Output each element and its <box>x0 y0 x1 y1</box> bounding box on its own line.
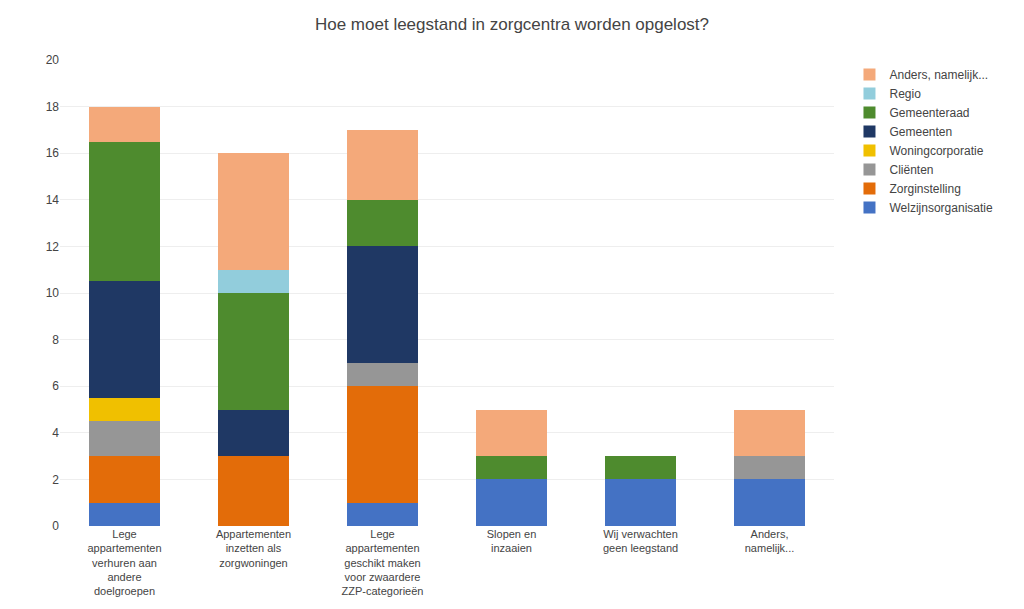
svg-text:Anders, namelijk...: Anders, namelijk... <box>889 68 988 82</box>
svg-text:Welzijnsorganisatie: Welzijnsorganisatie <box>889 201 992 215</box>
svg-text:Gemeenteraad: Gemeenteraad <box>889 106 969 120</box>
svg-text:Zorginstelling: Zorginstelling <box>889 182 960 196</box>
svg-text:20: 20 <box>46 53 60 67</box>
svg-text:Regio: Regio <box>889 87 921 101</box>
svg-text:14: 14 <box>46 193 60 207</box>
svg-text:Appartementeninzetten alszorgw: Appartementeninzetten alszorgwoningen <box>216 528 291 569</box>
svg-text:Slopen eninzaaien: Slopen eninzaaien <box>487 528 537 554</box>
svg-text:Anders,namelijk...: Anders,namelijk... <box>745 528 795 554</box>
svg-text:Gemeenten: Gemeenten <box>889 125 952 139</box>
svg-text:10: 10 <box>46 286 60 300</box>
svg-text:18: 18 <box>46 100 60 114</box>
svg-text:16: 16 <box>46 146 60 160</box>
svg-text:6: 6 <box>52 379 59 393</box>
svg-text:8: 8 <box>52 333 59 347</box>
svg-text:Legeappartementengeschikt make: Legeappartementengeschikt makenvoor zwaa… <box>342 528 424 597</box>
svg-text:Legeappartementenverhuren aana: Legeappartementenverhuren aananderedoelg… <box>88 528 162 597</box>
svg-text:Woningcorporatie: Woningcorporatie <box>889 144 983 158</box>
svg-text:Hoe moet leegstand in zorgcent: Hoe moet leegstand in zorgcentra worden … <box>315 15 709 34</box>
svg-text:0: 0 <box>52 519 59 533</box>
svg-text:Cliënten: Cliënten <box>889 163 933 177</box>
svg-text:12: 12 <box>46 240 60 254</box>
svg-text:2: 2 <box>52 473 59 487</box>
svg-text:4: 4 <box>52 426 59 440</box>
svg-text:Wij verwachtengeen leegstand: Wij verwachtengeen leegstand <box>603 528 678 554</box>
